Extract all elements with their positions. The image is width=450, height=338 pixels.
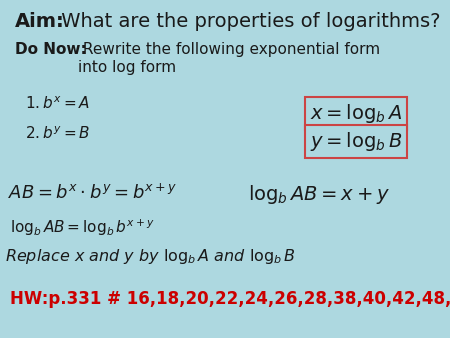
Text: Aim:: Aim: xyxy=(15,12,65,31)
Text: $x = \log_b A$: $x = \log_b A$ xyxy=(310,102,402,125)
Text: Replace $x$ and $y$ by $\log_b A$ and $\log_b B$: Replace $x$ and $y$ by $\log_b A$ and $\… xyxy=(5,247,296,266)
Text: Rewrite the following exponential form: Rewrite the following exponential form xyxy=(78,42,380,57)
Text: $1.b^x = A$: $1.b^x = A$ xyxy=(25,95,90,112)
Text: HW:p.331 # 16,18,20,22,24,26,28,38,40,42,48,52: HW:p.331 # 16,18,20,22,24,26,28,38,40,42… xyxy=(10,290,450,308)
Text: $2.b^y = B$: $2.b^y = B$ xyxy=(25,125,90,142)
Text: $AB = b^x \cdot b^y = b^{x+y}$: $AB = b^x \cdot b^y = b^{x+y}$ xyxy=(8,183,177,202)
Text: $\log_b AB = x + y$: $\log_b AB = x + y$ xyxy=(248,183,390,206)
Text: Do Now:: Do Now: xyxy=(15,42,87,57)
Text: What are the properties of logarithms?: What are the properties of logarithms? xyxy=(55,12,441,31)
Text: $y = \log_b B$: $y = \log_b B$ xyxy=(310,130,402,153)
Text: into log form: into log form xyxy=(78,60,176,75)
Text: $\log_b AB = \log_b b^{x + y}$: $\log_b AB = \log_b b^{x + y}$ xyxy=(10,218,154,238)
